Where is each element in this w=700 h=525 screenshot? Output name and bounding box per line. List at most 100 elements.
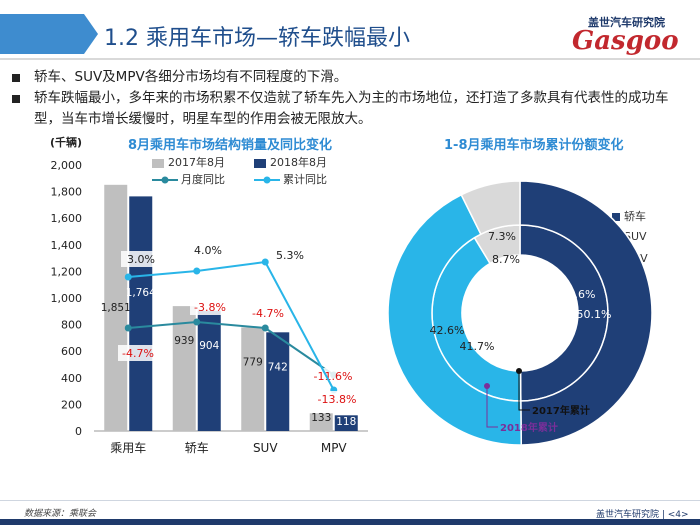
bar-chart-title: 8月乘用车市场结构销量及同比变化 xyxy=(128,138,333,153)
bar-value-label: 742 xyxy=(268,361,288,373)
legend-line-cumulative-icon xyxy=(254,176,280,184)
footer-org: 盖世汽车研究院 | <4> xyxy=(596,510,689,520)
line-value-label: -3.8% xyxy=(194,301,226,314)
line-point xyxy=(261,324,269,332)
label-backdrop xyxy=(190,299,230,315)
y-tick-label: 1,400 xyxy=(51,239,83,252)
donut-outer-2018-slice xyxy=(460,180,521,236)
slide-header: 1.2 乘用车市场—轿车跌幅最小 盖世汽车研究院 Gasgoo xyxy=(0,0,700,62)
line-value-label: -4.7% xyxy=(252,307,284,320)
donut-value-label: 41.7% xyxy=(460,340,495,353)
y-tick-label: 400 xyxy=(61,372,82,385)
donut-value-label: 50.1% xyxy=(577,308,612,321)
header-divider xyxy=(0,58,700,60)
footer-source: 数据来源：乘联会 xyxy=(24,509,97,519)
bar-2018 xyxy=(197,310,221,431)
bullet-item: 轿车跌幅最小，多年来的市场积累不仅造就了轿车先入为主的市场地位，还打造了多款具有… xyxy=(10,88,690,130)
donut-value-label: 8.7% xyxy=(492,253,520,266)
label-backdrop xyxy=(188,242,228,258)
bar-2017 xyxy=(309,413,333,431)
legend-label: 轿车 xyxy=(624,210,646,223)
line-cumulative xyxy=(128,260,335,391)
page-title: 1.2 乘用车市场—轿车跌幅最小 xyxy=(104,26,410,51)
bar-2017 xyxy=(241,327,265,431)
bar-chart-legend: 2017年8月 2018年8月 月度同比 累计同比 xyxy=(152,151,392,187)
donut-chart-title: 1-8月乘用车市场累计份额变化 xyxy=(444,138,624,153)
donut-outer-2018-slice xyxy=(387,193,523,446)
y-tick-label: 800 xyxy=(61,319,82,332)
legend-swatch-2017 xyxy=(152,158,164,168)
legend-swatch-2018 xyxy=(254,158,266,168)
line-point xyxy=(193,267,201,275)
bar-value-label: 118 xyxy=(336,416,356,428)
label-backdrop xyxy=(121,251,161,267)
bar-2018 xyxy=(266,332,290,431)
line-value-label: 4.0% xyxy=(194,244,222,257)
bar-2017 xyxy=(104,184,128,431)
legend-label: 2018年8月 xyxy=(270,156,327,169)
title-accent-arrow xyxy=(84,14,98,54)
bullet-item: 轿车、SUV及MPV各细分市场均有不同程度的下滑。 xyxy=(10,67,690,88)
legend-item-cumulative: 累计同比 xyxy=(254,171,327,187)
bar-value-label: 1,851 xyxy=(101,302,131,314)
y-tick-label: 600 xyxy=(61,345,82,358)
bullet-list: 轿车、SUV及MPV各细分市场均有不同程度的下滑。 轿车跌幅最小，多年来的市场积… xyxy=(10,67,690,130)
title-accent-bar xyxy=(0,14,84,54)
x-tick-label: 乘用车 xyxy=(110,440,146,455)
line-point xyxy=(193,318,201,326)
line-value-label: 3.0% xyxy=(127,253,155,266)
x-tick-label: SUV xyxy=(253,441,278,455)
legend-item-monthly: 月度同比 xyxy=(152,171,225,187)
line-point xyxy=(124,324,132,332)
legend-item-sedan: 轿车 xyxy=(612,208,646,224)
legend-item-2017: 2017年8月 xyxy=(152,154,225,170)
line-point xyxy=(261,258,269,266)
callout-line xyxy=(518,371,530,411)
footer-bar xyxy=(0,519,700,525)
legend-swatch-sedan xyxy=(612,213,620,221)
bullet-text: 轿车、SUV及MPV各细分市场均有不同程度的下滑。 xyxy=(34,69,348,85)
callout-line xyxy=(486,386,498,428)
bar-value-label: 939 xyxy=(174,335,194,347)
line-point xyxy=(124,273,132,281)
bullet-square-icon xyxy=(12,74,20,82)
y-tick-label: 1,200 xyxy=(51,265,83,278)
bar-2017 xyxy=(172,306,196,431)
donut-value-label: 7.3% xyxy=(488,230,516,243)
callout-label: 2017年累计 xyxy=(532,404,590,417)
y-tick-label: 2,000 xyxy=(51,159,83,172)
line-value-label: -11.6% xyxy=(314,370,353,383)
donut-value-label: 42.6% xyxy=(430,324,465,337)
label-backdrop xyxy=(270,247,310,263)
bullet-square-icon xyxy=(12,95,20,103)
label-backdrop xyxy=(118,345,158,361)
donut-outer-2018-slice xyxy=(519,180,653,446)
logo-text-cn: 盖世汽车研究院 xyxy=(588,16,665,29)
callout-label: 2018年累计 xyxy=(500,421,558,434)
legend-label: 月度同比 xyxy=(181,173,225,186)
line-value-label: 5.3% xyxy=(276,249,304,262)
bar-2018 xyxy=(334,415,358,431)
x-tick-label: 轿车 xyxy=(185,440,209,455)
x-tick-label: MPV xyxy=(321,441,348,455)
legend-item-2018: 2018年8月 xyxy=(254,154,327,170)
y-tick-label: 1,000 xyxy=(51,292,83,305)
legend-label: 2017年8月 xyxy=(168,156,225,169)
line-monthly xyxy=(128,320,335,376)
y-tick-label: 0 xyxy=(75,425,82,438)
bar-value-label: 779 xyxy=(243,356,263,368)
bullet-text: 轿车跌幅最小，多年来的市场积累不仅造就了轿车先入为主的市场地位，还打造了多款具有… xyxy=(34,90,669,127)
y-axis-unit: (千辆) xyxy=(50,135,82,149)
legend-line-monthly-icon xyxy=(152,176,178,184)
label-backdrop xyxy=(248,305,288,321)
bar-value-label: 1,764 xyxy=(126,287,156,299)
y-tick-label: 200 xyxy=(61,398,82,411)
y-tick-label: 1,600 xyxy=(51,212,83,225)
label-backdrop xyxy=(317,391,357,407)
logo-gasgoo: Gasgoo xyxy=(572,26,679,56)
line-value-label: -4.7% xyxy=(122,347,154,360)
footer-divider xyxy=(0,500,700,501)
bar-value-label: 133 xyxy=(311,412,331,424)
